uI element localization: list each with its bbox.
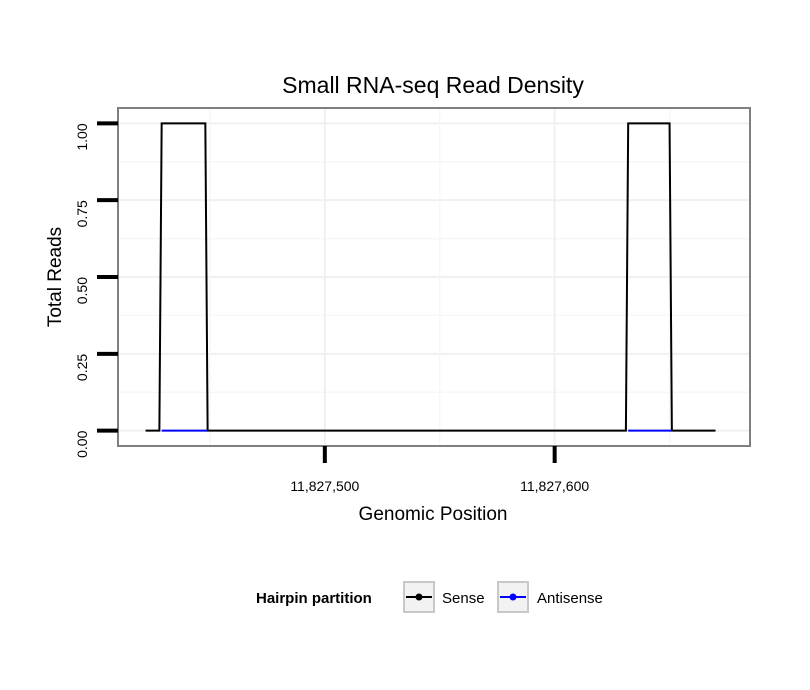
y-tick-label: 0.75: [74, 200, 90, 227]
y-tick-label: 0.25: [74, 354, 90, 381]
y-axis: 0.00 0.25 0.50 0.75 1.00: [74, 121, 118, 458]
legend-key-antisense-point: [509, 593, 517, 601]
legend-key-sense-point: [415, 593, 423, 601]
series-line-sense: [145, 122, 716, 432]
legend-title: Hairpin partition: [256, 590, 372, 607]
x-tick-label: 11,827,600: [520, 478, 589, 494]
legend-label-antisense: Antisense: [537, 590, 603, 607]
chart-title: Small RNA-seq Read Density: [282, 72, 584, 98]
legend-label-sense: Sense: [442, 590, 485, 607]
y-tick-label: 0.00: [74, 430, 90, 457]
legend: Hairpin partition Sense Antisense: [256, 581, 603, 613]
x-tick-label: 11,827,500: [290, 478, 359, 494]
x-axis-title: Genomic Position: [359, 504, 508, 525]
series-layer: [145, 122, 716, 432]
grid: [118, 108, 750, 446]
y-tick-label: 0.50: [74, 277, 90, 304]
x-axis: 11,827,500 11,827,600: [290, 446, 589, 494]
y-axis-title: Total Reads: [45, 227, 66, 327]
y-tick-label: 1.00: [74, 123, 90, 150]
